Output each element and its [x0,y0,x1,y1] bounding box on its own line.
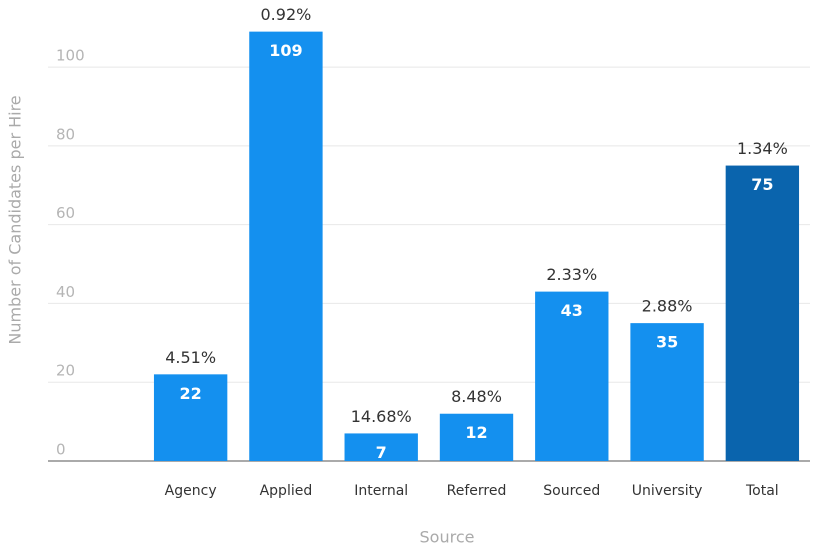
x-axis-title: Source [420,528,475,547]
bar [249,31,323,461]
y-tick-label: 60 [56,204,75,222]
bar-annotation: 4.51% [165,348,216,367]
x-tick-label: Referred [447,483,507,499]
x-tick-label: Sourced [543,483,600,499]
bar-value-label: 75 [751,175,773,194]
bar [153,374,228,461]
y-tick-label: 80 [56,125,75,143]
x-tick-label: University [632,483,703,499]
bar [630,323,704,461]
y-tick-label: 20 [56,362,75,380]
bar-annotation: 0.92% [261,5,312,24]
bar [344,433,418,461]
y-tick-label: 40 [56,283,75,301]
x-tick-label: Total [745,483,779,499]
x-tick-label: Applied [260,483,313,499]
bar-value-label: 22 [180,384,202,403]
x-tick-label: Agency [165,483,217,499]
bar-value-label: 7 [376,443,387,462]
bar-annotation: 1.34% [737,139,788,158]
bar-annotation: 14.68% [351,407,412,426]
y-tick-label: 0 [56,441,66,459]
x-tick-label: Internal [354,483,408,499]
bar-annotation: 8.48% [451,387,502,406]
y-axis-title: Number of Candidates per Hire [6,95,25,344]
bar-annotation: 2.88% [642,297,693,316]
bar [535,291,609,461]
bar-value-label: 109 [269,41,302,60]
bar-annotation: 2.33% [546,265,597,284]
bar [439,413,514,461]
bar-value-label: 12 [465,423,487,442]
bar-value-label: 43 [561,301,583,320]
bar [725,165,800,461]
y-tick-label: 100 [56,47,85,65]
bar-value-label: 35 [656,333,678,352]
